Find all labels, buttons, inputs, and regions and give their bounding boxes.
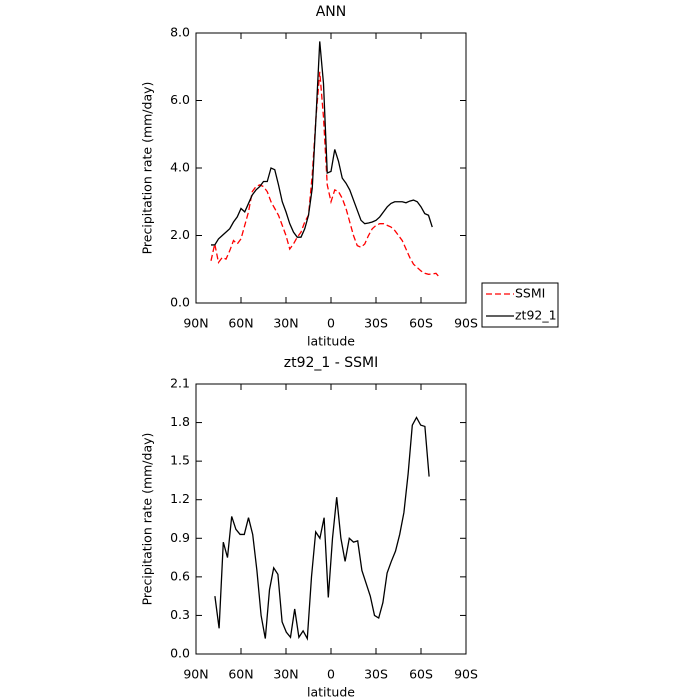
y-tick-label: 1.2 (170, 491, 190, 506)
y-tick-label: 0.0 (170, 646, 190, 661)
y-tick-label: 0.9 (170, 530, 190, 545)
legend-box (481, 282, 559, 328)
x-tick-label: 60S (409, 316, 433, 331)
y-tick-label: 2.1 (170, 376, 190, 391)
y-axis-label: Precipitation rate (mm/day) (140, 82, 155, 255)
x-tick-label: 60N (228, 316, 253, 331)
x-tick-label: 60N (228, 667, 253, 682)
y-tick-label: 0.3 (170, 607, 190, 622)
x-tick-label: 30S (364, 667, 388, 682)
y-tick-label: 1.8 (170, 414, 190, 429)
x-tick-label: 90S (454, 316, 478, 331)
plot-frame (195, 383, 467, 655)
y-tick-label: 0.0 (170, 295, 190, 310)
x-axis-label: latitude (307, 334, 355, 349)
series-line (211, 41, 433, 246)
x-tick-label: 30N (273, 667, 298, 682)
x-tick-label: 0 (327, 667, 335, 682)
y-tick-label: 8.0 (170, 25, 190, 40)
y-axis-label: Precipitation rate (mm/day) (140, 433, 155, 606)
y-tick-label: 6.0 (170, 92, 190, 107)
legend-label: SSMI (515, 286, 545, 301)
x-tick-label: 90N (183, 316, 208, 331)
legend-label: zt92_1 (515, 308, 557, 323)
chart-title: ANN (316, 4, 347, 20)
y-tick-label: 4.0 (170, 160, 190, 175)
x-tick-label: 60S (409, 667, 433, 682)
series-line (214, 416, 430, 641)
x-tick-label: 30N (273, 316, 298, 331)
series-line (210, 71, 441, 279)
x-axis-label: latitude (307, 685, 355, 700)
y-tick-label: 2.0 (170, 227, 190, 242)
y-tick-label: 1.5 (170, 453, 190, 468)
x-tick-label: 90S (454, 667, 478, 682)
x-tick-label: 30S (364, 316, 388, 331)
x-tick-label: 0 (327, 316, 335, 331)
x-tick-label: 90N (183, 667, 208, 682)
y-tick-label: 0.6 (170, 568, 190, 583)
chart-title: zt92_1 - SSMI (284, 355, 379, 371)
